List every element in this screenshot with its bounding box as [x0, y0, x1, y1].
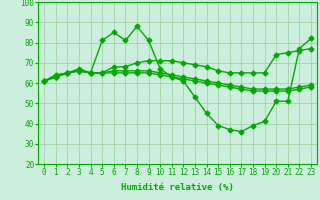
X-axis label: Humidité relative (%): Humidité relative (%) [121, 183, 234, 192]
